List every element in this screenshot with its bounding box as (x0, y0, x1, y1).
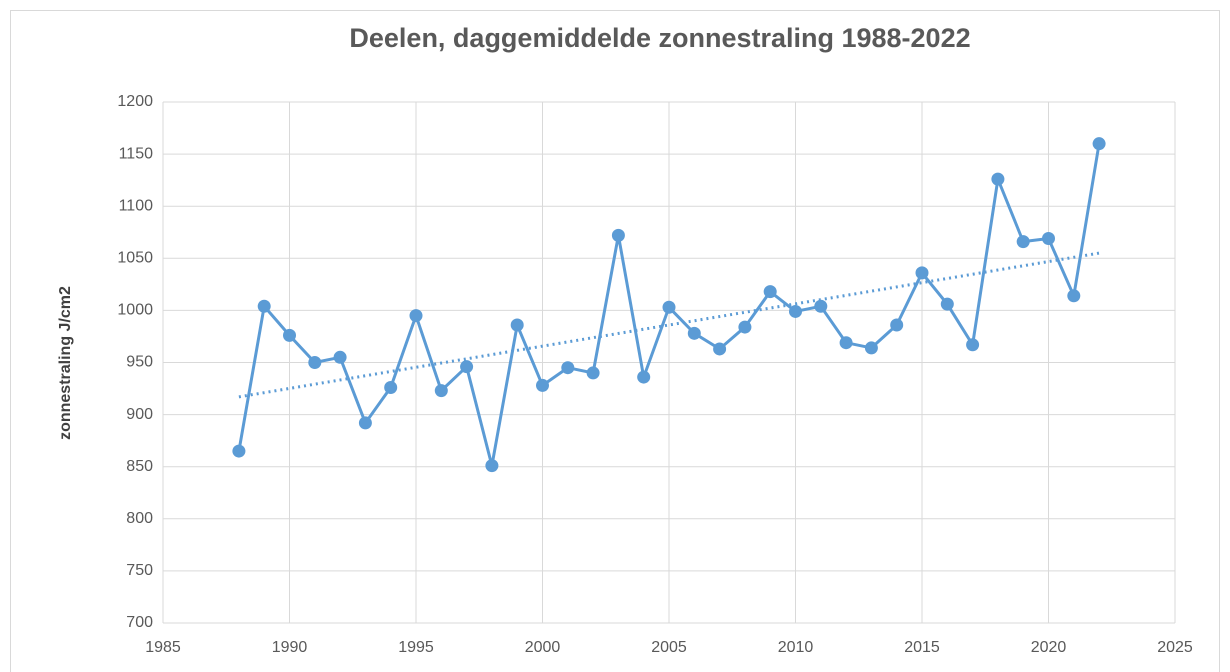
data-point (966, 338, 980, 352)
data-point (434, 384, 448, 398)
data-point (409, 309, 423, 323)
y-tick-label: 950 (126, 354, 153, 371)
data-point (308, 356, 322, 369)
data-point (940, 297, 954, 311)
y-tick-label: 700 (126, 614, 153, 631)
x-tick-label: 2025 (1157, 639, 1193, 656)
y-tick-label: 1000 (117, 302, 153, 319)
data-point (1067, 289, 1081, 303)
data-point (358, 416, 372, 430)
data-point (485, 459, 499, 473)
data-point (536, 378, 549, 392)
data-point (510, 318, 524, 332)
data-point (890, 318, 904, 332)
data-point (1092, 137, 1106, 151)
trend-line (238, 251, 1100, 399)
data-point (384, 381, 398, 395)
x-tick-label: 1995 (398, 639, 434, 656)
data-point (713, 342, 727, 356)
data-point (915, 266, 929, 280)
chart-border (10, 10, 1220, 672)
data-point (839, 336, 853, 350)
y-tick-label: 1150 (119, 145, 154, 162)
data-point (738, 320, 752, 334)
data-point (586, 366, 600, 380)
data-point (561, 361, 575, 375)
data-point (257, 299, 271, 313)
y-tick-label: 1100 (119, 197, 154, 214)
y-tick-label: 900 (126, 406, 153, 423)
x-tick-label: 1990 (272, 639, 308, 656)
data-point (232, 444, 246, 458)
data-point (333, 350, 347, 364)
x-tick-label: 1985 (145, 639, 181, 656)
x-tick-label: 2020 (1031, 639, 1067, 656)
y-tick-label: 800 (126, 510, 153, 527)
data-point (611, 228, 625, 242)
x-tick-label: 2015 (904, 639, 940, 656)
data-point (991, 172, 1005, 186)
data-point (814, 299, 828, 313)
y-tick-label: 1050 (117, 250, 153, 267)
y-tick-label: 750 (126, 562, 153, 579)
y-axis-label: zonnestraling J/cm2 (57, 286, 74, 440)
x-tick-label: 2010 (778, 639, 814, 656)
data-point (662, 300, 676, 314)
data-point (687, 326, 701, 340)
data-point (637, 370, 651, 384)
data-point (789, 304, 802, 318)
x-tick-label: 2000 (525, 639, 561, 656)
data-point (1016, 235, 1030, 249)
x-tick-label: 2005 (651, 639, 687, 656)
data-point (1042, 232, 1055, 246)
data-point (283, 328, 296, 342)
data-point (460, 360, 474, 374)
y-tick-label: 1200 (117, 93, 153, 110)
chart-title: Deelen, daggemiddelde zonnestraling 1988… (349, 23, 970, 53)
data-point (763, 285, 777, 299)
data-point (864, 341, 878, 355)
y-tick-label: 850 (126, 458, 153, 475)
